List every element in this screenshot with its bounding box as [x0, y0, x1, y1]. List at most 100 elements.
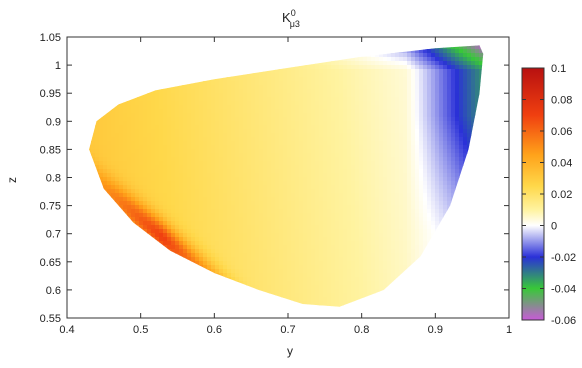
heatmap-cell [315, 101, 320, 106]
heatmap-cell [191, 261, 196, 266]
heatmap-cell [303, 245, 308, 250]
heatmap-cell [155, 153, 160, 158]
heatmap-cell [143, 193, 148, 198]
heatmap-cell [191, 225, 196, 230]
heatmap-cell [263, 49, 268, 54]
heatmap-cell [155, 149, 160, 154]
heatmap-cell [195, 121, 200, 126]
heatmap-cell [215, 125, 220, 130]
heatmap-cell [67, 141, 72, 146]
heatmap-cell [275, 153, 280, 158]
heatmap-cell [255, 277, 260, 282]
heatmap-cell [135, 133, 140, 138]
heatmap-cell [343, 245, 348, 250]
heatmap-cell [103, 241, 108, 246]
heatmap-cell [343, 65, 348, 70]
heatmap-cell [287, 297, 292, 302]
heatmap-cell [247, 81, 252, 86]
heatmap-cell [327, 153, 332, 158]
heatmap-cell [203, 133, 208, 138]
heatmap-cell [279, 37, 284, 42]
heatmap-cell [71, 173, 76, 178]
heatmap-cell [75, 269, 80, 274]
heatmap-cell [343, 225, 348, 230]
heatmap-cell [311, 185, 316, 190]
heatmap-cell [247, 45, 252, 46]
heatmap-cell [195, 297, 200, 302]
heatmap-cell [219, 93, 224, 98]
heatmap-cell [183, 37, 188, 42]
heatmap-cell [299, 213, 304, 218]
heatmap-cell [231, 45, 236, 46]
heatmap-cell [103, 225, 108, 230]
heatmap-cell [219, 205, 224, 210]
heatmap-cell [211, 77, 216, 82]
heatmap-cell [99, 297, 104, 302]
heatmap-cell [215, 245, 220, 250]
heatmap-cell [251, 181, 256, 186]
heatmap-cell [327, 193, 332, 198]
heatmap-cell [103, 125, 108, 130]
heatmap-cell [327, 137, 332, 142]
heatmap-cell [339, 117, 344, 122]
heatmap-cell [315, 285, 320, 290]
heatmap-cell [323, 309, 328, 314]
heatmap-cell [259, 169, 264, 174]
heatmap-cell [299, 105, 304, 110]
heatmap-cell [219, 101, 224, 106]
heatmap-cell [107, 73, 112, 78]
heatmap-cell [203, 81, 208, 86]
heatmap-cell [103, 69, 108, 74]
heatmap-cell [203, 293, 208, 298]
heatmap-cell [295, 313, 300, 318]
heatmap-cell [291, 45, 296, 50]
heatmap-cell [75, 141, 80, 146]
heatmap-cell [243, 233, 248, 238]
heatmap-cell [283, 201, 288, 206]
heatmap-cell [143, 245, 148, 250]
heatmap-cell [171, 61, 176, 66]
heatmap-cell [187, 69, 192, 74]
heatmap-cell [159, 73, 164, 78]
heatmap-cell [123, 49, 128, 54]
heatmap-cell [159, 177, 164, 182]
heatmap-cell [279, 117, 284, 122]
heatmap-cell [323, 297, 328, 302]
heatmap-cell [291, 169, 296, 174]
heatmap-cell [295, 149, 300, 154]
heatmap-cell [79, 237, 84, 242]
heatmap-cell [195, 205, 200, 210]
heatmap-cell [255, 229, 260, 234]
heatmap-cell [323, 61, 328, 66]
heatmap-cell [91, 233, 96, 238]
heatmap-cell [247, 165, 252, 170]
heatmap-cell [331, 269, 336, 274]
heatmap-cell [71, 137, 76, 142]
heatmap-cell [263, 53, 268, 58]
heatmap-cell [287, 169, 292, 174]
heatmap-cell [127, 305, 132, 307]
heatmap-cell [227, 173, 232, 178]
heatmap-cell [331, 201, 336, 206]
heatmap-cell [195, 177, 200, 182]
heatmap-cell [267, 129, 272, 134]
heatmap-cell [187, 37, 192, 42]
heatmap-cell [151, 213, 156, 218]
heatmap-cell [79, 149, 84, 154]
heatmap-cell [203, 57, 208, 62]
heatmap-cell [275, 45, 280, 46]
heatmap-cell [235, 157, 240, 162]
heatmap-cell [163, 73, 168, 78]
heatmap-cell [271, 177, 276, 182]
heatmap-cell [327, 145, 332, 150]
heatmap-cell [211, 237, 216, 242]
heatmap-cell [203, 277, 208, 282]
heatmap-cell [223, 185, 228, 190]
heatmap-cell [79, 161, 84, 166]
heatmap-cell [147, 161, 152, 166]
heatmap-cell [319, 189, 324, 194]
heatmap-cell [275, 193, 280, 198]
heatmap-cell [299, 301, 304, 306]
heatmap-cell [179, 145, 184, 150]
heatmap-cell [295, 285, 300, 290]
